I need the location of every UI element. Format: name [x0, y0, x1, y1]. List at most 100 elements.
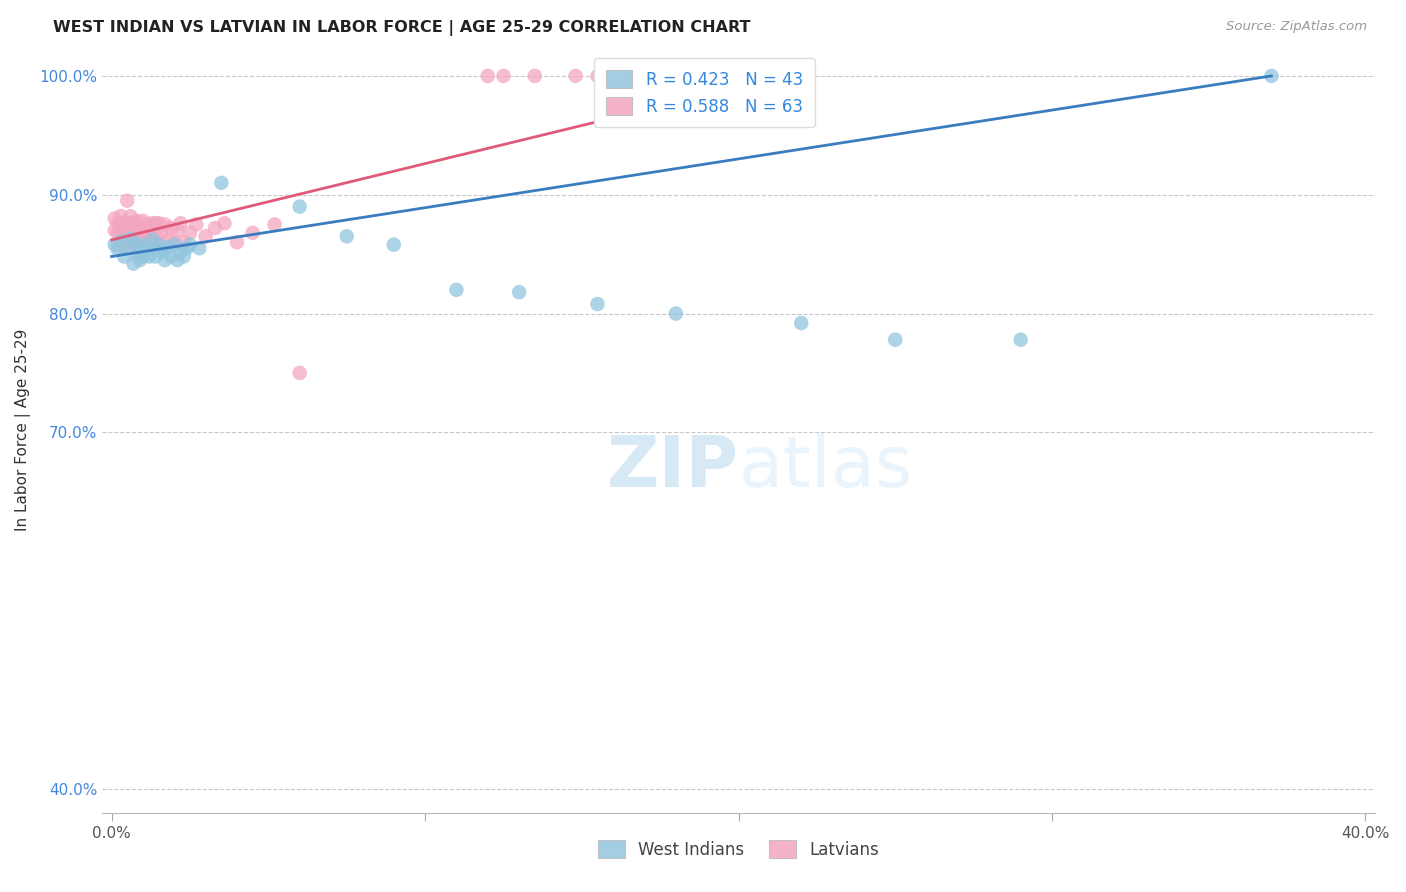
Point	[128, 243, 150, 257]
Point	[122, 223, 145, 237]
Point	[564, 69, 586, 83]
Text: Source: ZipAtlas.com: Source: ZipAtlas.com	[1226, 20, 1367, 33]
Point	[263, 218, 285, 232]
Point	[141, 216, 163, 230]
Point	[132, 214, 155, 228]
Point	[148, 241, 170, 255]
Point	[148, 237, 170, 252]
Point	[166, 253, 188, 268]
Point	[153, 218, 176, 232]
Point	[633, 69, 655, 83]
Point	[759, 69, 782, 83]
Point	[141, 241, 163, 255]
Point	[150, 226, 173, 240]
Legend: West Indians, Latvians: West Indians, Latvians	[592, 833, 886, 865]
Point	[226, 235, 249, 250]
Point	[209, 176, 232, 190]
Point	[112, 250, 135, 264]
Point	[148, 237, 170, 252]
Point	[125, 226, 148, 240]
Point	[169, 216, 191, 230]
Point	[107, 226, 129, 240]
Point	[382, 237, 405, 252]
Point	[128, 253, 150, 268]
Point	[132, 223, 155, 237]
Text: atlas: atlas	[738, 434, 912, 502]
Point	[492, 69, 515, 83]
Point	[125, 247, 148, 261]
Point	[157, 240, 180, 254]
Point	[148, 216, 170, 230]
Point	[242, 226, 264, 240]
Point	[141, 235, 163, 250]
Point	[125, 214, 148, 228]
Point	[122, 216, 145, 230]
Point	[288, 200, 311, 214]
Y-axis label: In Labor Force | Age 25-29: In Labor Force | Age 25-29	[15, 328, 31, 531]
Point	[135, 226, 157, 240]
Point	[141, 233, 163, 247]
Point	[179, 226, 201, 240]
Point	[176, 241, 198, 255]
Point	[138, 221, 160, 235]
Point	[120, 232, 142, 246]
Point	[145, 250, 167, 264]
Point	[214, 216, 236, 230]
Text: ZIP: ZIP	[606, 434, 738, 502]
Point	[150, 244, 173, 259]
Point	[122, 237, 145, 252]
Point	[194, 229, 217, 244]
Point	[508, 285, 530, 300]
Point	[112, 226, 135, 240]
Point	[160, 221, 183, 235]
Point	[104, 237, 127, 252]
Point	[477, 69, 499, 83]
Point	[163, 237, 186, 252]
Point	[179, 237, 201, 252]
Point	[790, 316, 813, 330]
Point	[117, 226, 139, 240]
Point	[1260, 69, 1282, 83]
Point	[110, 234, 132, 248]
Point	[120, 235, 142, 250]
Point	[138, 250, 160, 264]
Point	[145, 216, 167, 230]
Point	[104, 211, 127, 226]
Point	[112, 237, 135, 252]
Point	[173, 235, 195, 250]
Text: WEST INDIAN VS LATVIAN IN LABOR FORCE | AGE 25-29 CORRELATION CHART: WEST INDIAN VS LATVIAN IN LABOR FORCE | …	[53, 20, 751, 36]
Point	[132, 237, 155, 252]
Point	[110, 221, 132, 235]
Point	[204, 221, 226, 235]
Point	[117, 216, 139, 230]
Point	[173, 250, 195, 264]
Point	[586, 69, 609, 83]
Point	[125, 237, 148, 252]
Point	[153, 253, 176, 268]
Point	[128, 221, 150, 235]
Point	[169, 244, 191, 259]
Point	[138, 233, 160, 247]
Point	[1010, 333, 1032, 347]
Point	[128, 235, 150, 250]
Point	[586, 297, 609, 311]
Point	[145, 226, 167, 240]
Point	[665, 307, 688, 321]
Point	[163, 235, 186, 250]
Point	[188, 241, 211, 255]
Point	[135, 218, 157, 232]
Point	[446, 283, 468, 297]
Point	[117, 194, 139, 208]
Point	[336, 229, 359, 244]
Point	[160, 250, 183, 264]
Point	[120, 209, 142, 223]
Point	[288, 366, 311, 380]
Point	[107, 216, 129, 230]
Point	[681, 69, 703, 83]
Point	[120, 221, 142, 235]
Point	[166, 223, 188, 237]
Point	[122, 257, 145, 271]
Point	[132, 250, 155, 264]
Point	[117, 240, 139, 254]
Point	[132, 237, 155, 252]
